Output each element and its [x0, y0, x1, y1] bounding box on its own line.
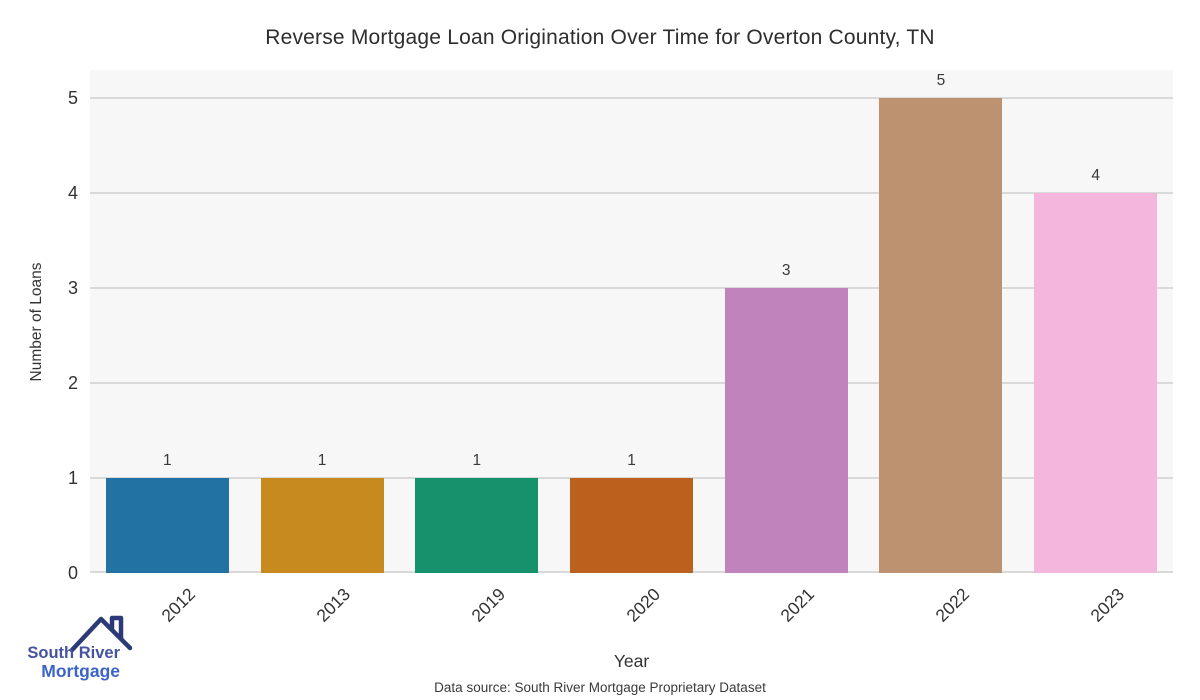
south-river-mortgage-logo: South River Mortgage	[16, 610, 133, 688]
gridline-y5	[90, 97, 1173, 99]
bar-value-label-2023: 4	[1091, 167, 1100, 184]
x-axis-label: Year	[613, 651, 650, 671]
gridline-y4	[90, 192, 1173, 194]
bar-2012	[105, 478, 229, 573]
gridline-y3	[90, 287, 1173, 289]
x-tick-label-2012: 2012	[157, 584, 200, 626]
x-tick-label-2023: 2023	[1086, 584, 1128, 626]
bar-value-label-2013: 1	[317, 452, 327, 469]
house-roof-icon	[69, 615, 133, 652]
logo-line1: South River	[27, 644, 120, 662]
gridline-y2	[90, 382, 1173, 384]
x-tick-label-2019: 2019	[467, 584, 509, 626]
y-tick-label-5: 5	[67, 88, 78, 108]
bar-value-label-2020: 1	[627, 452, 636, 469]
bar-2020	[570, 478, 693, 573]
data-source-caption: Data source: South River Mortgage Propri…	[434, 680, 766, 695]
bar-2013	[260, 478, 384, 573]
logo-line2: Mortgage	[41, 661, 120, 682]
bar-value-label-2022: 5	[936, 72, 946, 89]
y-tick-label-1: 1	[67, 468, 78, 488]
bar-2022	[879, 98, 1003, 573]
y-tick-label-0: 0	[67, 563, 78, 583]
y-tick-label-3: 3	[67, 278, 78, 298]
chart-title: Reverse Mortgage Loan Origination Over T…	[265, 26, 935, 49]
bar-2019	[415, 478, 539, 573]
x-tick-label-2020: 2020	[621, 584, 664, 626]
y-tick-label-2: 2	[67, 373, 78, 393]
bar-2023	[1034, 193, 1158, 573]
x-tick-label-2021: 2021	[776, 584, 819, 626]
x-tick-label-2022: 2022	[931, 584, 974, 626]
logo-text: South River Mortgage	[16, 644, 120, 681]
bar-value-label-2021: 3	[781, 262, 791, 279]
x-tick-label-2013: 2013	[312, 584, 355, 626]
bar-2021	[724, 288, 848, 573]
bar-value-label-2019: 1	[472, 452, 482, 469]
y-tick-label-4: 4	[67, 183, 78, 203]
plot-area	[90, 70, 1173, 573]
bar-value-label-2012: 1	[163, 452, 172, 469]
